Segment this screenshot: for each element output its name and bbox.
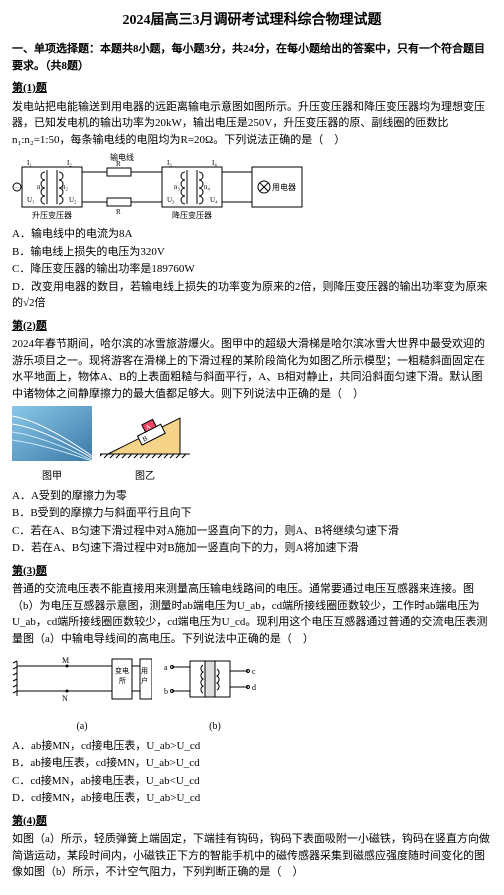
q3-stem: 普通的交流电压表不能直接用来测量高压输电线路间的电压。通常要通过电压互感器来连接… — [12, 581, 492, 647]
q3-opt-c: C．cd接MN，ab接电压表，U_ab<U_cd — [12, 773, 492, 790]
q3-figures: M N 变电 所 用 户 (a) a b — [12, 651, 492, 734]
svg-text:I₄: I₄ — [212, 159, 217, 167]
section-heading: 一、单项选择题：本题共8小题，每小题3分，共24分，在每小题给出的答案中，只有一… — [12, 41, 492, 74]
svg-text:b: b — [164, 687, 168, 696]
svg-text:I₁: I₁ — [27, 159, 32, 167]
svg-text:U₄: U₄ — [210, 196, 218, 204]
svg-text:I₃: I₃ — [167, 159, 172, 167]
svg-text:户: 户 — [141, 676, 148, 685]
q3-number: 第(3)题 — [12, 563, 492, 580]
q3-options: A．ab接MN，cd接电压表，U_ab>U_cd B．ab接电压表，cd接MN，… — [12, 738, 492, 807]
q2-opt-c: C．若在A、B匀速下滑过程中对A施加一竖直向下的力，则A、B将继续匀速下滑 — [12, 523, 492, 540]
q1-opt-c: C．降压变压器的输出功率是189760W — [12, 261, 492, 278]
svg-text:R: R — [116, 208, 121, 216]
svg-text:I₂: I₂ — [67, 159, 72, 167]
q1-figure: ~ I₁ I₂ n₁ n₂ U₁ U₂ 升压变压器 R R 输电线 I₃ I₄ … — [12, 152, 492, 222]
q1-opt-a: A．输电线中的电流为8A — [12, 226, 492, 243]
q1-stem: 发电站把电能输送到用电器的远距离输电示意图如图所示。升压变压器和降压变压器均为理… — [12, 99, 492, 149]
q4-stem: 如图（a）所示，轻质弹簧上端固定，下端挂有钩码，钩码下表面吸附一小磁铁，钩码在竖… — [12, 831, 492, 881]
svg-text:c: c — [252, 667, 256, 676]
q4-number: 第(4)题 — [12, 813, 492, 830]
page-title: 2024届高三3月调研考试理科综合物理试题 — [12, 10, 492, 31]
svg-text:输电线: 输电线 — [110, 152, 134, 162]
q3-opt-b: B．ab接电压表，cd接MN，U_ab>U_cd — [12, 755, 492, 772]
q3-opt-a: A．ab接MN，cd接电压表，U_ab>U_cd — [12, 738, 492, 755]
q2-caption-b: 图乙 — [100, 469, 190, 484]
q2-caption-a: 图甲 — [12, 469, 92, 484]
svg-text:所: 所 — [119, 676, 126, 685]
svg-text:n₂: n₂ — [62, 183, 69, 191]
svg-text:a: a — [164, 663, 168, 672]
q3-opt-d: D．cd接MN，ab接电压表，U_ab>U_cd — [12, 790, 492, 807]
svg-text:U₂: U₂ — [69, 196, 77, 204]
svg-text:n₄: n₄ — [204, 183, 211, 191]
q2-options: A．A受到的摩擦力为零 B．B受到的摩擦力与斜面平行且向下 C．若在A、B匀速下… — [12, 488, 492, 557]
q3-caption-a: (a) — [12, 719, 152, 734]
svg-text:升压变压器: 升压变压器 — [32, 210, 72, 220]
svg-text:N: N — [62, 694, 68, 703]
svg-text:U₁: U₁ — [27, 196, 35, 204]
q2-opt-d: D．若在A、B匀速下滑过程中对B施加一竖直向下的力，则A将加速下滑 — [12, 540, 492, 557]
svg-text:n₃: n₃ — [174, 183, 181, 191]
q1-options: A．输电线中的电流为8A B．输电线上损失的电压为320V C．降压变压器的输出… — [12, 226, 492, 312]
svg-text:变电: 变电 — [115, 666, 129, 675]
svg-text:降压变压器: 降压变压器 — [172, 210, 212, 220]
svg-text:用: 用 — [141, 667, 148, 675]
svg-text:d: d — [252, 683, 256, 692]
q1-opt-d: D．改变用电器的数目，若输电线上损失的功率变为原来的2倍，则降压变压器的输出功率… — [12, 279, 492, 312]
q3-caption-b: (b) — [160, 719, 270, 734]
q1-number: 第(1)题 — [12, 80, 492, 97]
q2-stem: 2024年春节期间，哈尔滨的冰雪旅游爆火。图甲中的超级大滑梯是哈尔滨冰雪大世界中… — [12, 336, 492, 402]
svg-text:M: M — [62, 656, 69, 665]
svg-text:U₃: U₃ — [167, 196, 175, 204]
q2-opt-a: A．A受到的摩擦力为零 — [12, 488, 492, 505]
q2-number: 第(2)题 — [12, 318, 492, 335]
q2-opt-b: B．B受到的摩擦力与斜面平行且向下 — [12, 505, 492, 522]
svg-text:n₁: n₁ — [37, 183, 43, 191]
q2-figures: 图甲 A B 图乙 — [12, 406, 492, 484]
svg-text:用电器: 用电器 — [272, 182, 296, 192]
q1-opt-b: B．输电线上损失的电压为320V — [12, 244, 492, 261]
